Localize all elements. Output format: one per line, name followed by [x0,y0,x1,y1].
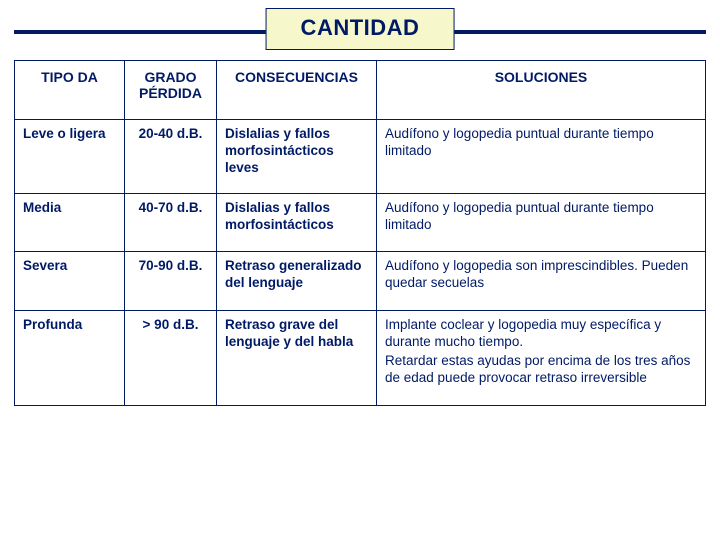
table-row: Media40-70 d.B.Dislalias y fallos morfos… [15,193,706,252]
table-row: Profunda> 90 d.B.Retraso grave del lengu… [15,311,706,406]
cell-tipo: Leve o ligera [15,120,125,194]
soluciones-line: Audífono y logopedia puntual durante tie… [385,200,697,234]
cell-grado: 20-40 d.B. [125,120,217,194]
cell-consecuencias: Retraso grave del lenguaje y del habla [217,311,377,406]
soluciones-line: Audífono y logopedia son imprescindibles… [385,258,697,292]
cell-tipo: Media [15,193,125,252]
title-bar: CANTIDAD [0,0,720,54]
table-container: TIPO DA GRADO PÉRDIDA CONSECUENCIAS SOLU… [14,60,706,406]
cell-consecuencias: Dislalias y fallos morfosintácticos [217,193,377,252]
soluciones-line: Implante coclear y logopedia muy específ… [385,317,697,351]
col-header-soluciones: SOLUCIONES [377,61,706,120]
cell-soluciones: Audífono y logopedia son imprescindibles… [377,252,706,311]
cell-soluciones: Audífono y logopedia puntual durante tie… [377,193,706,252]
cell-grado: 70-90 d.B. [125,252,217,311]
cell-tipo: Profunda [15,311,125,406]
cell-soluciones: Implante coclear y logopedia muy específ… [377,311,706,406]
table-header-row: TIPO DA GRADO PÉRDIDA CONSECUENCIAS SOLU… [15,61,706,120]
soluciones-line: Audífono y logopedia puntual durante tie… [385,126,697,160]
cell-tipo: Severa [15,252,125,311]
col-header-tipo: TIPO DA [15,61,125,120]
page-title: CANTIDAD [301,15,420,40]
cell-consecuencias: Dislalias y fallos morfosintácticos leve… [217,120,377,194]
cantidad-table: TIPO DA GRADO PÉRDIDA CONSECUENCIAS SOLU… [14,60,706,406]
table-row: Leve o ligera20-40 d.B.Dislalias y fallo… [15,120,706,194]
table-row: Severa70-90 d.B.Retraso generalizado del… [15,252,706,311]
title-box: CANTIDAD [266,8,455,50]
soluciones-line: Retardar estas ayudas por encima de los … [385,353,697,387]
cell-soluciones: Audífono y logopedia puntual durante tie… [377,120,706,194]
cell-consecuencias: Retraso generalizado del lenguaje [217,252,377,311]
col-header-grado: GRADO PÉRDIDA [125,61,217,120]
cell-grado: 40-70 d.B. [125,193,217,252]
cell-grado: > 90 d.B. [125,311,217,406]
col-header-consecuencias: CONSECUENCIAS [217,61,377,120]
